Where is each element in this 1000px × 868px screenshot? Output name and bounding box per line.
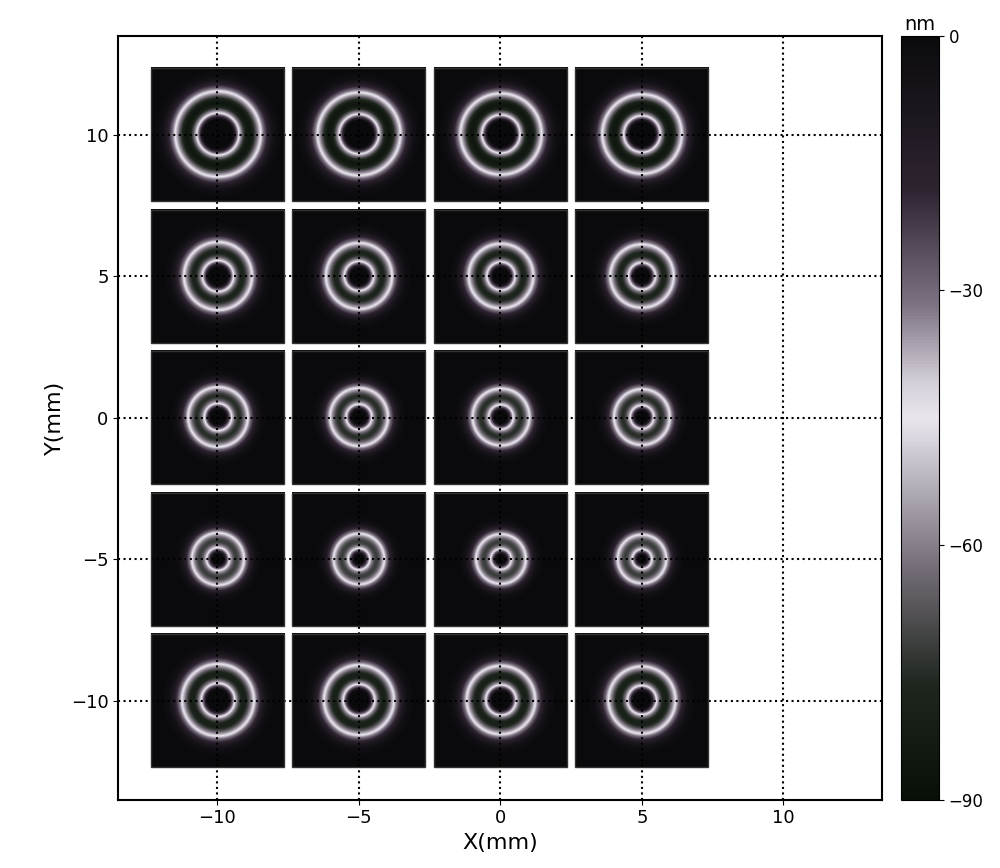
Bar [575, 68, 708, 201]
Bar [575, 352, 708, 484]
Bar [151, 352, 284, 484]
Bar [434, 635, 567, 767]
Bar [151, 493, 284, 626]
Bar [292, 635, 425, 767]
Y-axis label: Y(mm): Y(mm) [45, 380, 65, 455]
Bar [151, 209, 284, 343]
Bar [434, 68, 567, 201]
Bar [292, 352, 425, 484]
Bar [575, 209, 708, 343]
Bar [434, 352, 567, 484]
Bar [292, 209, 425, 343]
Bar [575, 635, 708, 767]
X-axis label: X(mm): X(mm) [462, 833, 538, 853]
Bar [434, 493, 567, 626]
Bar [151, 635, 284, 767]
Bar [151, 68, 284, 201]
Bar [292, 493, 425, 626]
Bar [292, 68, 425, 201]
Title: nm: nm [904, 15, 935, 34]
Bar [575, 493, 708, 626]
Bar [434, 209, 567, 343]
